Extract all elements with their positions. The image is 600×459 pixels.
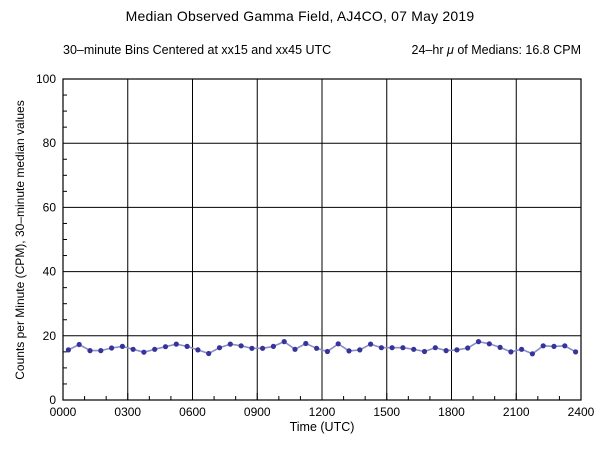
subtitle-bins-note: 30–minute Bins Centered at xx15 and xx45… xyxy=(63,43,332,57)
data-point-marker xyxy=(119,343,125,349)
x-tick-label: 2100 xyxy=(503,405,530,419)
data-point-marker xyxy=(573,349,579,355)
data-point-marker xyxy=(529,351,536,357)
x-tick-label: 0300 xyxy=(114,405,141,419)
data-point-marker xyxy=(324,348,330,355)
data-point-marker xyxy=(400,345,406,351)
data-point-marker xyxy=(314,345,320,351)
data-point-marker xyxy=(162,344,169,350)
data-point-marker xyxy=(551,343,557,349)
data-point-marker xyxy=(562,343,568,349)
data-point-marker xyxy=(109,345,115,351)
data-point-marker xyxy=(421,348,428,355)
y-tick-label: 60 xyxy=(43,200,57,214)
x-tick-label: 0900 xyxy=(244,405,271,419)
data-point-marker xyxy=(508,349,514,355)
data-point-marker xyxy=(216,345,223,351)
data-point-marker xyxy=(335,341,341,347)
y-tick-label: 20 xyxy=(43,329,57,343)
plot-frame xyxy=(62,78,582,401)
data-point-marker xyxy=(540,343,546,349)
data-point-marker xyxy=(486,341,492,347)
data-point-marker xyxy=(357,347,363,353)
data-point-marker xyxy=(497,344,503,350)
data-point-marker xyxy=(249,345,255,351)
x-tick-label: 1500 xyxy=(373,405,400,419)
y-tick-label: 40 xyxy=(43,265,57,279)
subtitle-mean-prefix: 24–hr xyxy=(411,43,447,57)
data-point-marker xyxy=(260,345,266,351)
subtitle-mean-suffix: of Medians: 16.8 CPM xyxy=(453,43,581,57)
x-axis-label: Time (UTC) xyxy=(289,420,355,434)
data-point-marker xyxy=(443,348,449,354)
x-tick-label: 1800 xyxy=(438,405,465,419)
data-point-marker xyxy=(184,343,190,349)
data-point-marker xyxy=(281,339,287,345)
data-point-marker xyxy=(465,345,471,351)
data-point-marker xyxy=(519,346,525,352)
data-point-marker xyxy=(173,341,179,347)
data-point-marker xyxy=(346,348,352,354)
data-point-marker xyxy=(206,350,212,357)
data-point-marker xyxy=(432,345,438,351)
chart-title: Median Observed Gamma Field, AJ4CO, 07 M… xyxy=(125,8,475,24)
data-point-marker xyxy=(98,348,104,354)
data-point-marker xyxy=(141,349,147,355)
y-tick-label: 80 xyxy=(43,136,57,150)
data-point-marker xyxy=(270,343,276,349)
data-point-marker xyxy=(368,341,374,347)
data-point-marker xyxy=(152,346,158,352)
data-point-marker xyxy=(195,347,201,353)
data-point-marker xyxy=(475,339,482,345)
data-point-marker xyxy=(238,343,244,349)
chart-subtitle: 30–minute Bins Centered at xx15 and xx45… xyxy=(63,43,581,57)
y-axis-label: Counts per Minute (CPM), 30–minute media… xyxy=(13,100,27,380)
data-point-marker xyxy=(454,347,460,353)
data-point-marker xyxy=(292,346,298,352)
data-point-marker xyxy=(87,348,93,354)
x-tick-label: 0000 xyxy=(50,405,77,419)
x-tick-label: 0600 xyxy=(179,405,206,419)
data-point-marker xyxy=(411,346,417,352)
subtitle-mean-note: 24–hr μ of Medians: 16.8 CPM xyxy=(412,43,581,57)
data-point-marker xyxy=(303,340,309,347)
data-point-marker xyxy=(227,341,233,347)
data-point-marker xyxy=(130,346,136,352)
y-tick-label: 0 xyxy=(49,393,56,407)
data-point-marker xyxy=(389,345,395,351)
y-tick-label: 100 xyxy=(36,72,56,86)
data-point-marker xyxy=(76,341,82,348)
x-tick-label: 2400 xyxy=(568,405,595,419)
mu-symbol: μ xyxy=(446,43,454,57)
x-tick-label: 1200 xyxy=(309,405,336,419)
data-point-marker xyxy=(65,347,71,353)
data-point-marker xyxy=(378,345,384,351)
